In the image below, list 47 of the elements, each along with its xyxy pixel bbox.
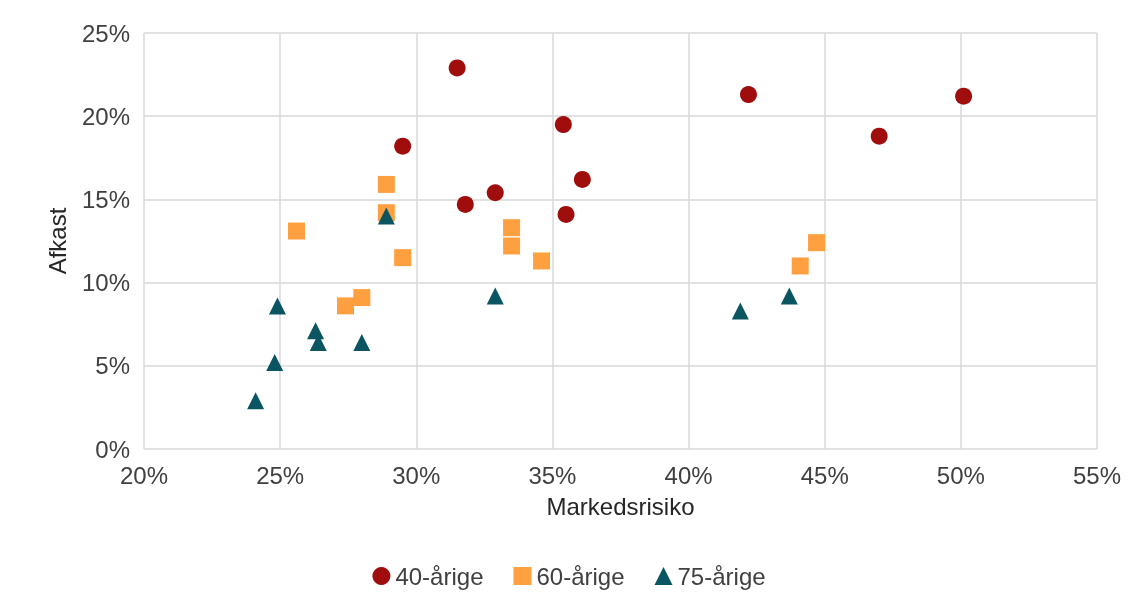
x-tick-label: 20%	[119, 461, 169, 489]
y-tick-label: 5%	[95, 352, 130, 380]
point	[731, 302, 749, 320]
x-axis-title: Markedsrisiko	[546, 492, 695, 520]
point	[394, 137, 412, 155]
point	[336, 297, 354, 315]
legend-label: 60-årige	[536, 562, 625, 590]
x-tick-label: 35%	[528, 461, 577, 489]
point	[503, 219, 521, 237]
y-tick-label: 10%	[81, 269, 130, 297]
point	[554, 116, 572, 134]
point	[377, 175, 395, 193]
point	[486, 287, 504, 305]
point	[456, 195, 474, 213]
point	[557, 205, 575, 223]
point	[573, 170, 591, 188]
y-tick-label: 20%	[81, 102, 130, 130]
point	[533, 252, 551, 270]
y-tick-label: 25%	[81, 19, 130, 47]
point	[268, 297, 286, 315]
x-tick-label: 55%	[1072, 461, 1122, 489]
point	[307, 322, 325, 340]
point	[503, 237, 521, 255]
point	[791, 257, 809, 275]
point	[394, 249, 412, 267]
x-tick-label: 30%	[392, 461, 441, 489]
point	[266, 353, 284, 371]
point	[870, 127, 888, 145]
y-axis-title: Afkast	[43, 207, 71, 275]
point	[486, 184, 504, 202]
point	[448, 59, 466, 77]
y-tick-label: 0%	[95, 435, 130, 463]
y-tick-label: 15%	[81, 185, 130, 213]
point	[808, 234, 826, 252]
point	[247, 392, 265, 410]
legend-label: 40-årige	[395, 562, 484, 590]
point	[353, 334, 371, 351]
point	[780, 287, 798, 305]
legend-label: 75-årige	[677, 562, 766, 590]
x-tick-label: 50%	[936, 461, 985, 489]
x-tick-label: 45%	[800, 461, 849, 489]
point	[739, 86, 757, 104]
point	[287, 222, 305, 240]
point	[353, 289, 371, 307]
point	[955, 87, 973, 105]
x-tick-label: 40%	[664, 461, 713, 489]
x-tick-label: 25%	[256, 461, 305, 489]
